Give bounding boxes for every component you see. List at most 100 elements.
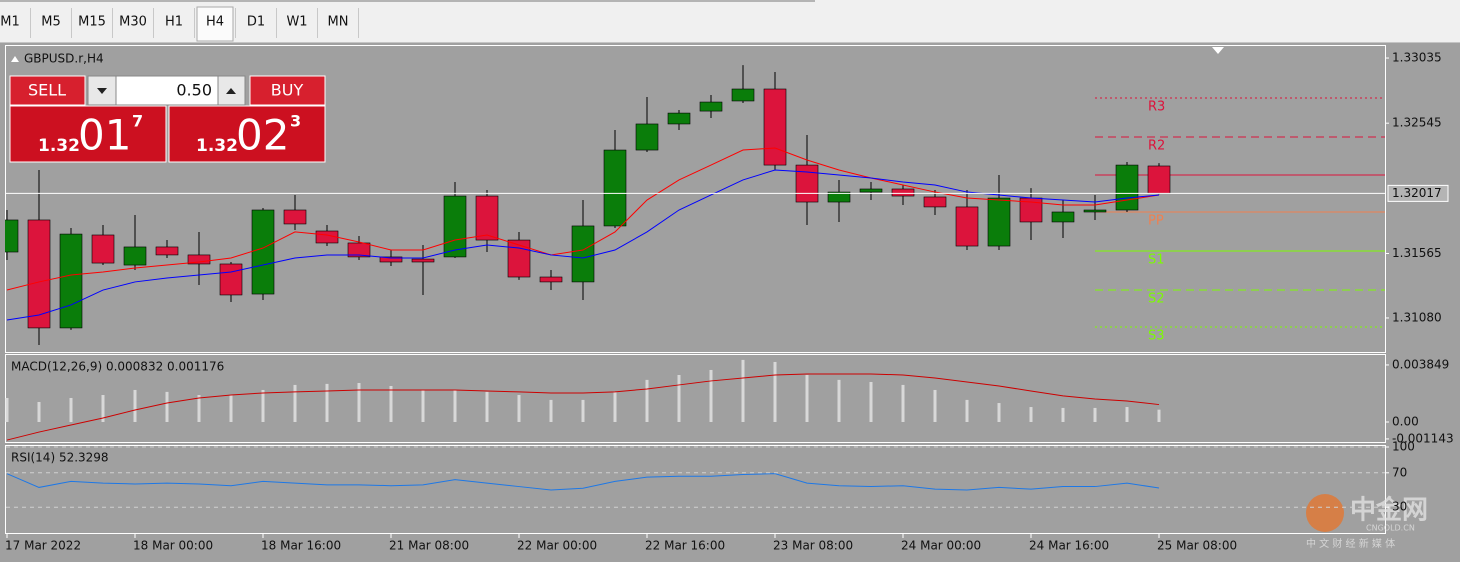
candle-body [219, 263, 243, 296]
timeframe-tab[interactable]: H1 [165, 15, 183, 30]
bid-label: 1.32017 [1392, 186, 1442, 200]
y-tick-label: 1.32545 [1392, 116, 1442, 130]
buy-label[interactable]: BUY [271, 81, 304, 100]
x-tick-label: 23 Mar 08:00 [773, 539, 853, 553]
candle-body [795, 164, 819, 203]
y-tick-label: 0.00 [1392, 414, 1419, 428]
pivot-label: PP [1148, 213, 1164, 228]
candle-body [859, 188, 883, 193]
lot-value[interactable]: 0.50 [176, 81, 212, 100]
candle-body [507, 239, 531, 278]
y-tick-label: 1.31565 [1392, 246, 1442, 260]
y-tick-label: 100 [1392, 440, 1415, 454]
candle-body [539, 276, 563, 283]
candle-body [91, 234, 115, 264]
pivot-label: S2 [1148, 292, 1165, 307]
candle-body [283, 209, 307, 225]
ask-fraction: 3 [290, 112, 301, 131]
candle-body [1147, 165, 1171, 194]
bid-big: 1.32 [38, 136, 80, 156]
y-tick-label: 1.33035 [1392, 51, 1442, 65]
candle-body [1083, 209, 1107, 213]
trade-panel: SELL 0.50 BUY 1.32 01 7 1.32 02 3 [9, 75, 326, 163]
pivot-label: R2 [1148, 139, 1165, 154]
candle-body [603, 149, 627, 227]
moving-average [6, 169, 1160, 321]
y-tick-label: 1.31080 [1392, 310, 1442, 324]
toolbar [0, 0, 1460, 43]
collapse-icon [11, 56, 19, 62]
timeframe-tab[interactable]: M15 [78, 15, 106, 30]
pivot-label: S3 [1148, 329, 1165, 344]
y-tick-label: 0.003849 [1392, 357, 1449, 371]
timeframe-tab[interactable]: H4 [206, 15, 224, 30]
candle-body [59, 233, 83, 329]
macd-title: MACD(12,26,9) 0.000832 0.001176 [11, 360, 224, 374]
candle-body [923, 196, 947, 208]
y-tick-label: 70 [1392, 465, 1407, 479]
x-tick-label: 24 Mar 16:00 [1029, 539, 1109, 553]
x-tick-label: 17 Mar 2022 [5, 539, 81, 553]
timeframe-tab[interactable]: D1 [247, 15, 265, 30]
rsi-line [6, 473, 1160, 491]
candle-body [987, 197, 1011, 247]
moving-average [6, 147, 1160, 291]
timeframe-tab[interactable]: MN [328, 15, 349, 30]
main-plot [5, 65, 1385, 345]
timeframe-tab[interactable]: W1 [286, 15, 307, 30]
sell-button[interactable] [9, 75, 86, 106]
x-tick-label: 18 Mar 16:00 [261, 539, 341, 553]
shift-marker [1212, 47, 1224, 54]
x-tick-label: 21 Mar 08:00 [389, 539, 469, 553]
x-tick-label: 22 Mar 16:00 [645, 539, 725, 553]
candle-body [827, 191, 851, 203]
signal-line [6, 373, 1160, 441]
candle-body [667, 112, 691, 125]
ask-pips: 02 [236, 111, 289, 160]
candle-body [763, 88, 787, 166]
candle-body [699, 101, 723, 112]
candle-body [27, 219, 51, 329]
ask-box[interactable] [168, 105, 326, 163]
sell-label[interactable]: SELL [28, 81, 66, 100]
bid-fraction: 7 [132, 112, 143, 131]
watermark-site: CNGOLD.CN [1366, 524, 1415, 533]
timeframe-tab[interactable]: M1 [0, 15, 20, 30]
rsi-title: RSI(14) 52.3298 [11, 451, 109, 465]
pivot-label: R3 [1148, 100, 1165, 115]
candle-body [443, 195, 467, 258]
timeframe-tab[interactable]: M30 [119, 15, 147, 30]
candle-body [731, 88, 755, 102]
candle-body [891, 188, 915, 197]
watermark: 中金网 CNGOLD.CN 中 文 财 经 新 媒 体 [1306, 494, 1428, 550]
pivot-label: S1 [1148, 252, 1165, 267]
watermark-logo [1306, 494, 1344, 532]
candle-body [187, 254, 211, 265]
timeframe-tab[interactable]: M5 [41, 15, 61, 30]
watermark-brand: 中金网 [1350, 495, 1428, 526]
candle-body [123, 246, 147, 266]
x-tick-label: 24 Mar 00:00 [901, 539, 981, 553]
candle-body [347, 242, 371, 258]
x-tick-label: 18 Mar 00:00 [133, 539, 213, 553]
bid-box[interactable] [9, 105, 167, 163]
candle-body [571, 225, 595, 283]
sub-plots [5, 359, 1161, 491]
y-tick-label: 30 [1392, 500, 1407, 514]
candle-body [251, 209, 275, 295]
candle-body [411, 258, 435, 263]
candle-body [635, 123, 659, 151]
buy-button[interactable] [249, 75, 326, 106]
up-arrow [226, 88, 236, 94]
candle-body [475, 195, 499, 241]
candle-body [955, 206, 979, 247]
candle-body [155, 246, 179, 256]
main-title: GBPUSD.r,H4 [24, 52, 104, 66]
ask-big: 1.32 [196, 136, 238, 156]
candle-body [5, 219, 19, 253]
candle-body [1051, 211, 1075, 223]
bid-pips: 01 [78, 111, 131, 160]
lot-up[interactable] [217, 75, 246, 106]
